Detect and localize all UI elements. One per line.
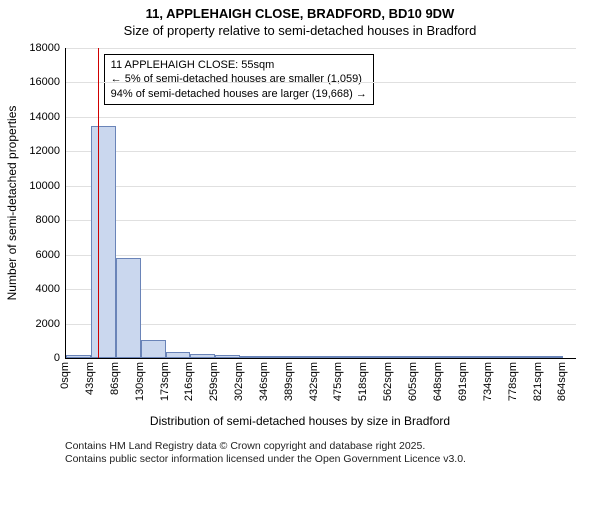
- y-axis-ticks: 0200040006000800010000120001400016000180…: [0, 48, 60, 358]
- histogram-bar: [166, 352, 191, 358]
- x-tick-label: 173sqm: [159, 362, 171, 401]
- x-tick-label: 475sqm: [332, 362, 344, 401]
- y-tick-label: 16000: [29, 76, 60, 88]
- histogram-bar: [439, 356, 464, 358]
- x-tick-label: 734sqm: [482, 362, 494, 401]
- chart-title-address: 11, APPLEHAIGH CLOSE, BRADFORD, BD10 9DW: [0, 6, 600, 21]
- grid-line: [66, 255, 576, 256]
- x-tick-label: 302sqm: [233, 362, 245, 401]
- histogram-bar: [190, 354, 215, 358]
- footer-line2: Contains public sector information licen…: [65, 453, 600, 466]
- y-tick-label: 4000: [36, 283, 60, 295]
- x-tick-label: 605sqm: [407, 362, 419, 401]
- x-tick-label: 864sqm: [556, 362, 568, 401]
- x-tick-label: 691sqm: [457, 362, 469, 401]
- annotation-line1: 11 APPLEHAIGH CLOSE: 55sqm: [111, 58, 367, 72]
- x-tick-label: 432sqm: [308, 362, 320, 401]
- histogram-bar: [141, 340, 166, 358]
- x-tick-label: 778sqm: [507, 362, 519, 401]
- histogram-bar: [240, 356, 265, 358]
- grid-line: [66, 289, 576, 290]
- chart-title-description: Size of property relative to semi-detach…: [0, 23, 600, 38]
- y-tick-label: 8000: [36, 214, 60, 226]
- attribution-footer: Contains HM Land Registry data © Crown c…: [0, 438, 600, 466]
- y-tick-label: 6000: [36, 249, 60, 261]
- y-tick-label: 18000: [29, 42, 60, 54]
- grid-line: [66, 117, 576, 118]
- grid-line: [66, 82, 576, 83]
- plot-area: 11 APPLEHAIGH CLOSE: 55sqm ← 5% of semi-…: [65, 48, 576, 359]
- x-axis-label: Distribution of semi-detached houses by …: [0, 414, 600, 428]
- histogram-bar: [339, 356, 364, 358]
- histogram-bar: [116, 258, 141, 358]
- x-tick-label: 216sqm: [183, 362, 195, 401]
- y-tick-label: 14000: [29, 111, 60, 123]
- y-tick-label: 10000: [29, 180, 60, 192]
- marker-line: [98, 48, 99, 358]
- histogram-bar: [514, 356, 539, 358]
- chart-wrapper: Number of semi-detached properties 02000…: [0, 38, 600, 438]
- x-tick-label: 562sqm: [382, 362, 394, 401]
- grid-line: [66, 186, 576, 187]
- histogram-bar: [66, 355, 91, 358]
- histogram-bar: [364, 356, 389, 358]
- x-tick-label: 648sqm: [432, 362, 444, 401]
- grid-line: [66, 220, 576, 221]
- histogram-bar: [265, 356, 290, 358]
- histogram-bar: [489, 356, 514, 358]
- grid-line: [66, 48, 576, 49]
- histogram-bar: [464, 356, 489, 358]
- x-tick-label: 130sqm: [134, 362, 146, 401]
- histogram-bar: [91, 126, 116, 359]
- x-tick-label: 389sqm: [283, 362, 295, 401]
- annotation-box: 11 APPLEHAIGH CLOSE: 55sqm ← 5% of semi-…: [104, 54, 374, 105]
- x-tick-label: 86sqm: [109, 362, 121, 395]
- histogram-bar: [315, 356, 340, 358]
- x-axis-ticks: 0sqm43sqm86sqm130sqm173sqm216sqm259sqm30…: [65, 362, 575, 412]
- histogram-bar: [414, 356, 439, 358]
- grid-line: [66, 151, 576, 152]
- x-tick-label: 0sqm: [59, 362, 71, 389]
- x-tick-label: 821sqm: [532, 362, 544, 401]
- y-tick-label: 12000: [29, 145, 60, 157]
- y-tick-label: 2000: [36, 318, 60, 330]
- x-tick-label: 346sqm: [258, 362, 270, 401]
- x-tick-label: 259sqm: [208, 362, 220, 401]
- histogram-bar: [389, 356, 414, 358]
- annotation-line2: ← 5% of semi-detached houses are smaller…: [111, 72, 367, 86]
- footer-line1: Contains HM Land Registry data © Crown c…: [65, 440, 600, 453]
- histogram-bar: [215, 355, 240, 358]
- x-tick-label: 518sqm: [357, 362, 369, 401]
- histogram-bar: [539, 356, 564, 358]
- histogram-bar: [290, 356, 315, 358]
- grid-line: [66, 324, 576, 325]
- annotation-line3: 94% of semi-detached houses are larger (…: [111, 87, 367, 101]
- x-tick-label: 43sqm: [84, 362, 96, 395]
